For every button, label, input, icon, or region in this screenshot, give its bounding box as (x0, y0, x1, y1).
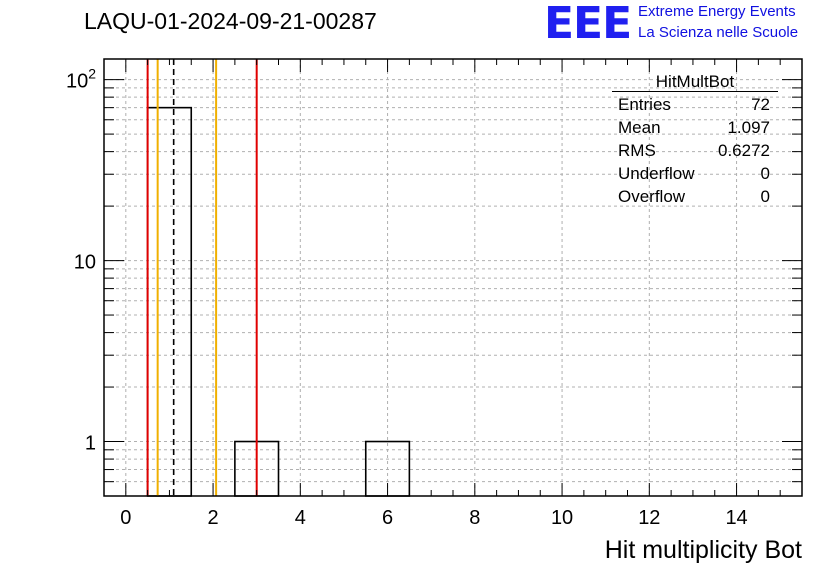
stats-label: Underflow (618, 164, 695, 183)
x-tick-label: 10 (551, 507, 573, 529)
x-tick-label: 6 (382, 507, 393, 529)
tick-labels: 0 2 4 6 8 10 12 14 1 10 102 (66, 66, 748, 529)
stats-label: Mean (618, 118, 661, 137)
stats-rows: Entries 72 Mean 1.097 RMS 0.6272 Underflow 0 Ove… (612, 93, 778, 208)
stats-label: RMS (618, 141, 656, 160)
stats-divider (612, 91, 778, 92)
y-tick-label: 102 (66, 66, 96, 93)
x-tick-label: 14 (725, 507, 747, 529)
x-axis-label: Hit multiplicity Bot (604, 536, 802, 564)
stats-row: RMS 0.6272 (612, 139, 778, 162)
stats-value: 0 (760, 187, 770, 206)
stats-value: 0.6272 (718, 141, 770, 160)
stats-value: 72 (751, 95, 770, 114)
x-tick-label: 8 (469, 507, 480, 529)
histogram-bar (146, 106, 193, 497)
x-tick-label: 2 (208, 507, 219, 529)
logo-line-2: La Scienza nelle Scuole (638, 24, 799, 41)
x-tick-label: 4 (295, 507, 306, 529)
stats-row: Mean 1.097 (612, 116, 778, 139)
stats-label: Overflow (618, 187, 686, 206)
stats-row: Entries 72 (612, 93, 778, 116)
plot-title: LAQU-01-2024-09-21-00287 (84, 8, 377, 34)
x-tick-label: 12 (638, 507, 660, 529)
axis-ticks (104, 59, 802, 497)
stats-label: Entries (618, 95, 671, 114)
logo-line-1: Extreme Energy Events (638, 3, 796, 20)
stats-box: HitMultBot Entries 72 Mean 1.097 RMS 0.6272 Un… (612, 72, 778, 208)
marker-lines (146, 59, 258, 496)
y-tick-label: 1 (85, 433, 96, 455)
histogram-bars (146, 106, 411, 497)
stats-row: Overflow 0 (612, 185, 778, 208)
stats-value: 1.097 (727, 118, 770, 137)
stats-row: Underflow 0 (612, 162, 778, 185)
grid-lines (104, 59, 802, 497)
stats-value: 0 (760, 164, 770, 183)
eee-logo: EEE (544, 0, 632, 49)
stats-title: HitMultBot (655, 72, 735, 91)
y-tick-label: 10 (74, 252, 96, 274)
x-tick-label: 0 (120, 507, 131, 529)
